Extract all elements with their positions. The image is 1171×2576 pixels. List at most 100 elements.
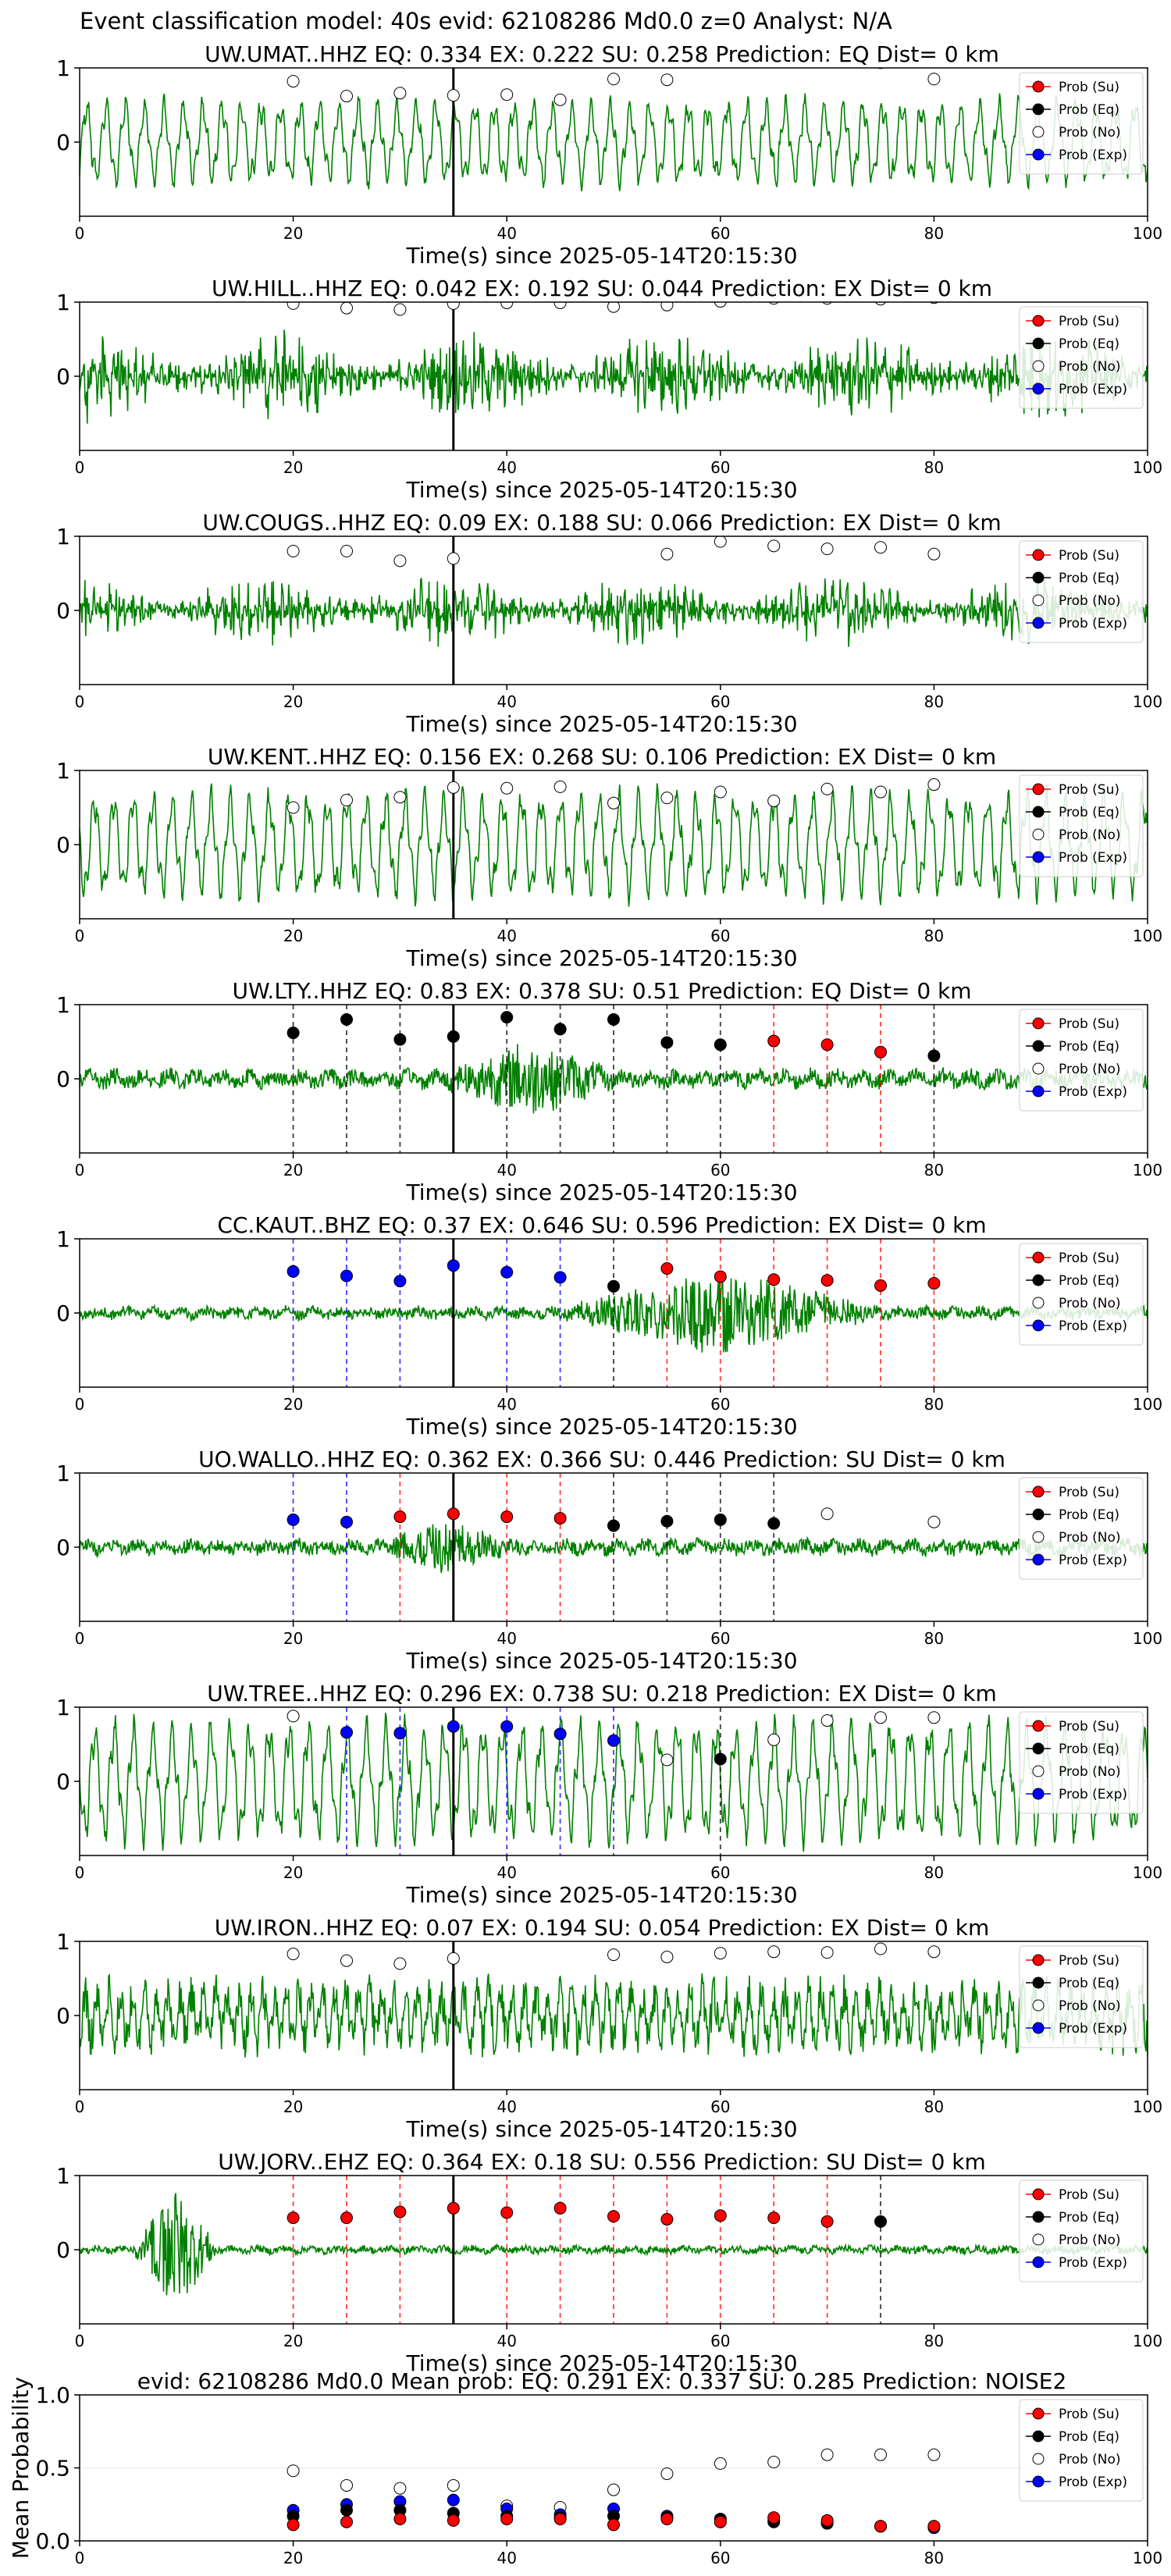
prob-point-no xyxy=(874,541,887,554)
prob-point-exp xyxy=(287,1513,300,1526)
subplot-2: 0 20 40 60 80 100 0 1 UW.HILL..HHZ EQ: 0.042 EX:… xyxy=(56,276,1162,503)
prob-point-su xyxy=(820,1274,834,1287)
prob-point-no xyxy=(607,1948,620,1962)
legend-label-eq: Prob (Eq) xyxy=(1059,1742,1119,1757)
seismogram-trace xyxy=(80,2193,1148,2296)
legend-marker-eq xyxy=(1032,806,1045,818)
prob-point-no xyxy=(553,302,567,309)
mean-prob-point-no xyxy=(393,2482,407,2495)
prob-point-su xyxy=(767,2211,781,2225)
prob-point-no xyxy=(714,302,727,308)
x-tick-label: 40 xyxy=(497,692,516,711)
mean-prob-point-su xyxy=(393,2512,407,2525)
x-tick-label: 100 xyxy=(1133,692,1162,711)
y-tick-label: 0 xyxy=(56,1066,70,1092)
prob-point-no xyxy=(820,1507,834,1521)
legend-label-eq: Prob (Eq) xyxy=(1059,1976,1119,1991)
legend-marker-eq xyxy=(1032,1274,1045,1286)
subplot-title: UW.TREE..HHZ EQ: 0.296 EX: 0.738 SU: 0.2… xyxy=(207,1681,997,1706)
legend: Prob (Su) Prob (Eq) Prob (No) Prob (Exp) xyxy=(1019,1711,1144,1814)
legend-marker-su xyxy=(1032,1017,1045,1030)
prob-point-su xyxy=(553,2201,567,2215)
plot-area xyxy=(80,1707,1148,1856)
x-tick-label: 40 xyxy=(497,224,516,243)
x-tick-label: 0 xyxy=(75,1395,85,1414)
prob-point-no xyxy=(340,302,353,315)
legend-label-su: Prob (Su) xyxy=(1059,1953,1119,1969)
legend: Prob (Su) Prob (Eq) Prob (No) Prob (Exp) xyxy=(1019,2399,1144,2502)
legend: Prob (Su) Prob (Eq) Prob (No) Prob (Exp) xyxy=(1019,72,1144,175)
legend-label-exp: Prob (Exp) xyxy=(1059,148,1127,163)
legend-frame xyxy=(1019,540,1144,643)
legend-marker-exp xyxy=(1032,2256,1045,2268)
mean-prob-point-no xyxy=(607,2483,620,2496)
x-tick-label: 0 xyxy=(75,458,85,477)
y-tick-label: 0 xyxy=(56,2237,70,2263)
x-axis-label: Time(s) since 2025-05-14T20:15:30 xyxy=(405,1414,797,1439)
legend-marker-eq xyxy=(1032,337,1045,350)
legend-frame xyxy=(1019,2399,1144,2502)
x-tick-label: 0 xyxy=(75,927,85,945)
prob-point-eq xyxy=(767,1517,781,1530)
prob-point-eq xyxy=(447,1030,460,1043)
prob-point-su xyxy=(714,1270,727,1283)
legend-marker-no xyxy=(1032,2453,1045,2465)
y-axis-label: Mean Probability xyxy=(8,2377,34,2559)
y-tick-label: 1 xyxy=(56,1929,70,1955)
prob-point-no xyxy=(607,73,620,86)
legend-marker-no xyxy=(1032,828,1045,841)
mean-prob-point-su xyxy=(767,2511,781,2524)
prob-point-su xyxy=(820,2215,834,2228)
y-tick-label: 0 xyxy=(56,598,70,624)
prob-point-eq xyxy=(927,1049,941,1062)
legend-label-no: Prob (No) xyxy=(1059,1530,1121,1546)
legend: Prob (Su) Prob (Eq) Prob (No) Prob (Exp) xyxy=(1019,540,1144,643)
y-tick-label: 1.0 xyxy=(35,2382,70,2408)
x-tick-label: 100 xyxy=(1133,1161,1162,1179)
legend-marker-exp xyxy=(1032,1553,1045,1566)
subplot-7: 0 20 40 60 80 100 0 1 UO.WALLO..HHZ EQ: 0.362 EX… xyxy=(56,1446,1162,1674)
x-tick-label: 0 xyxy=(75,2097,85,2116)
x-tick-label: 20 xyxy=(283,2097,303,2116)
x-tick-label: 20 xyxy=(283,1629,303,1648)
legend-label-exp: Prob (Exp) xyxy=(1059,850,1127,866)
legend-label-su: Prob (Su) xyxy=(1059,1719,1119,1735)
legend-label-eq: Prob (Eq) xyxy=(1059,1273,1119,1289)
prob-point-no xyxy=(767,1945,781,1959)
mean-prob-point-no xyxy=(447,2478,460,2492)
prob-point-eq xyxy=(607,1013,620,1026)
prob-point-no xyxy=(767,1733,781,1746)
legend-label-su: Prob (Su) xyxy=(1059,1251,1119,1266)
x-tick-label: 100 xyxy=(1133,1863,1162,1882)
x-tick-label: 60 xyxy=(710,692,730,711)
x-tick-label: 80 xyxy=(924,1629,944,1648)
prob-point-no xyxy=(553,93,567,106)
mean-prob-point-su xyxy=(660,2512,674,2525)
prob-point-no xyxy=(607,302,620,313)
prob-point-no xyxy=(927,1945,941,1959)
x-tick-label: 40 xyxy=(497,1863,516,1882)
x-tick-label: 60 xyxy=(710,1161,730,1179)
mean-prob-point-su xyxy=(607,2518,620,2532)
legend-marker-eq xyxy=(1032,1040,1045,1052)
x-tick-label: 100 xyxy=(1133,2097,1162,2116)
x-tick-label: 80 xyxy=(924,2097,944,2116)
prob-point-su xyxy=(393,1510,407,1524)
x-axis-label: Time(s) since 2025-05-14T20:15:30 xyxy=(405,243,797,269)
prob-point-no xyxy=(767,539,781,553)
seismogram-trace xyxy=(80,783,1148,907)
legend-label-no: Prob (No) xyxy=(1059,827,1121,843)
x-tick-label: 80 xyxy=(924,1863,944,1882)
mean-prob-point-no xyxy=(660,2467,674,2480)
legend-marker-exp xyxy=(1032,851,1045,863)
x-tick-label: 0 xyxy=(75,2332,85,2350)
x-tick-label: 0 xyxy=(75,2549,85,2567)
prob-point-no xyxy=(660,73,674,87)
x-axis-label: Time(s) since 2025-05-14T20:15:30 xyxy=(405,945,797,971)
prob-point-no xyxy=(820,782,834,795)
plot-area xyxy=(80,770,1148,919)
y-tick-label: 1 xyxy=(56,1461,70,1486)
x-tick-label: 20 xyxy=(283,2549,303,2567)
x-tick-label: 0 xyxy=(75,224,85,243)
x-tick-label: 60 xyxy=(710,927,730,945)
